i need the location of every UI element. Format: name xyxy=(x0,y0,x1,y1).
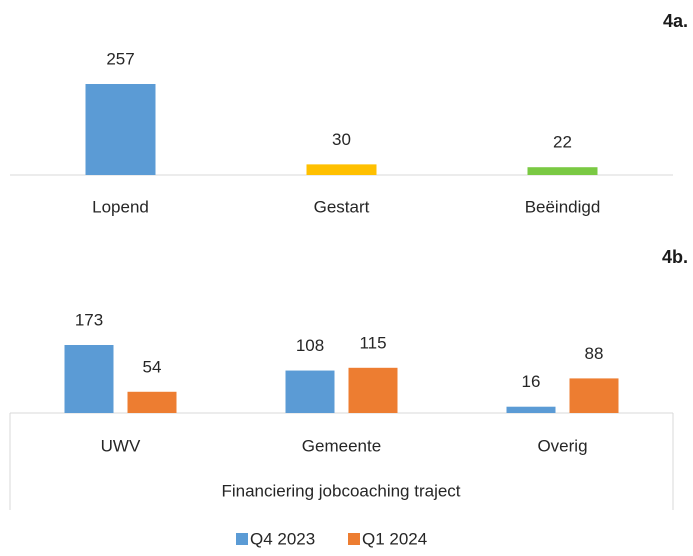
data-label: 115 xyxy=(359,333,386,352)
bar xyxy=(85,84,156,175)
x-tick-label: Gestart xyxy=(314,197,370,216)
data-label: 54 xyxy=(143,357,162,376)
bar xyxy=(348,367,398,413)
chart-title: 4a. xyxy=(663,11,688,31)
x-axis-title: Financiering jobcoaching traject xyxy=(221,481,460,500)
data-label: 108 xyxy=(296,336,324,355)
x-tick-label: Overig xyxy=(537,436,587,455)
data-label: 30 xyxy=(332,130,351,149)
x-tick-label: Lopend xyxy=(92,197,149,216)
data-label: 16 xyxy=(522,372,541,391)
data-label: 22 xyxy=(553,133,572,152)
bar xyxy=(64,345,114,413)
bar xyxy=(527,167,598,175)
bar xyxy=(506,406,556,413)
chart-title: 4b. xyxy=(662,247,688,267)
bar xyxy=(285,370,335,413)
legend-swatch xyxy=(236,533,248,545)
bar xyxy=(127,391,177,413)
legend-label: Q1 2024 xyxy=(362,529,427,548)
x-tick-label: Beëindigd xyxy=(525,197,601,216)
data-label: 88 xyxy=(585,344,604,363)
data-label: 257 xyxy=(106,49,134,68)
legend-label: Q4 2023 xyxy=(250,529,315,548)
bar xyxy=(306,164,377,175)
x-tick-label: Gemeente xyxy=(302,436,381,455)
x-tick-label: UWV xyxy=(101,436,141,455)
data-label: 173 xyxy=(75,310,103,329)
bar xyxy=(569,378,619,413)
legend-swatch xyxy=(348,533,360,545)
